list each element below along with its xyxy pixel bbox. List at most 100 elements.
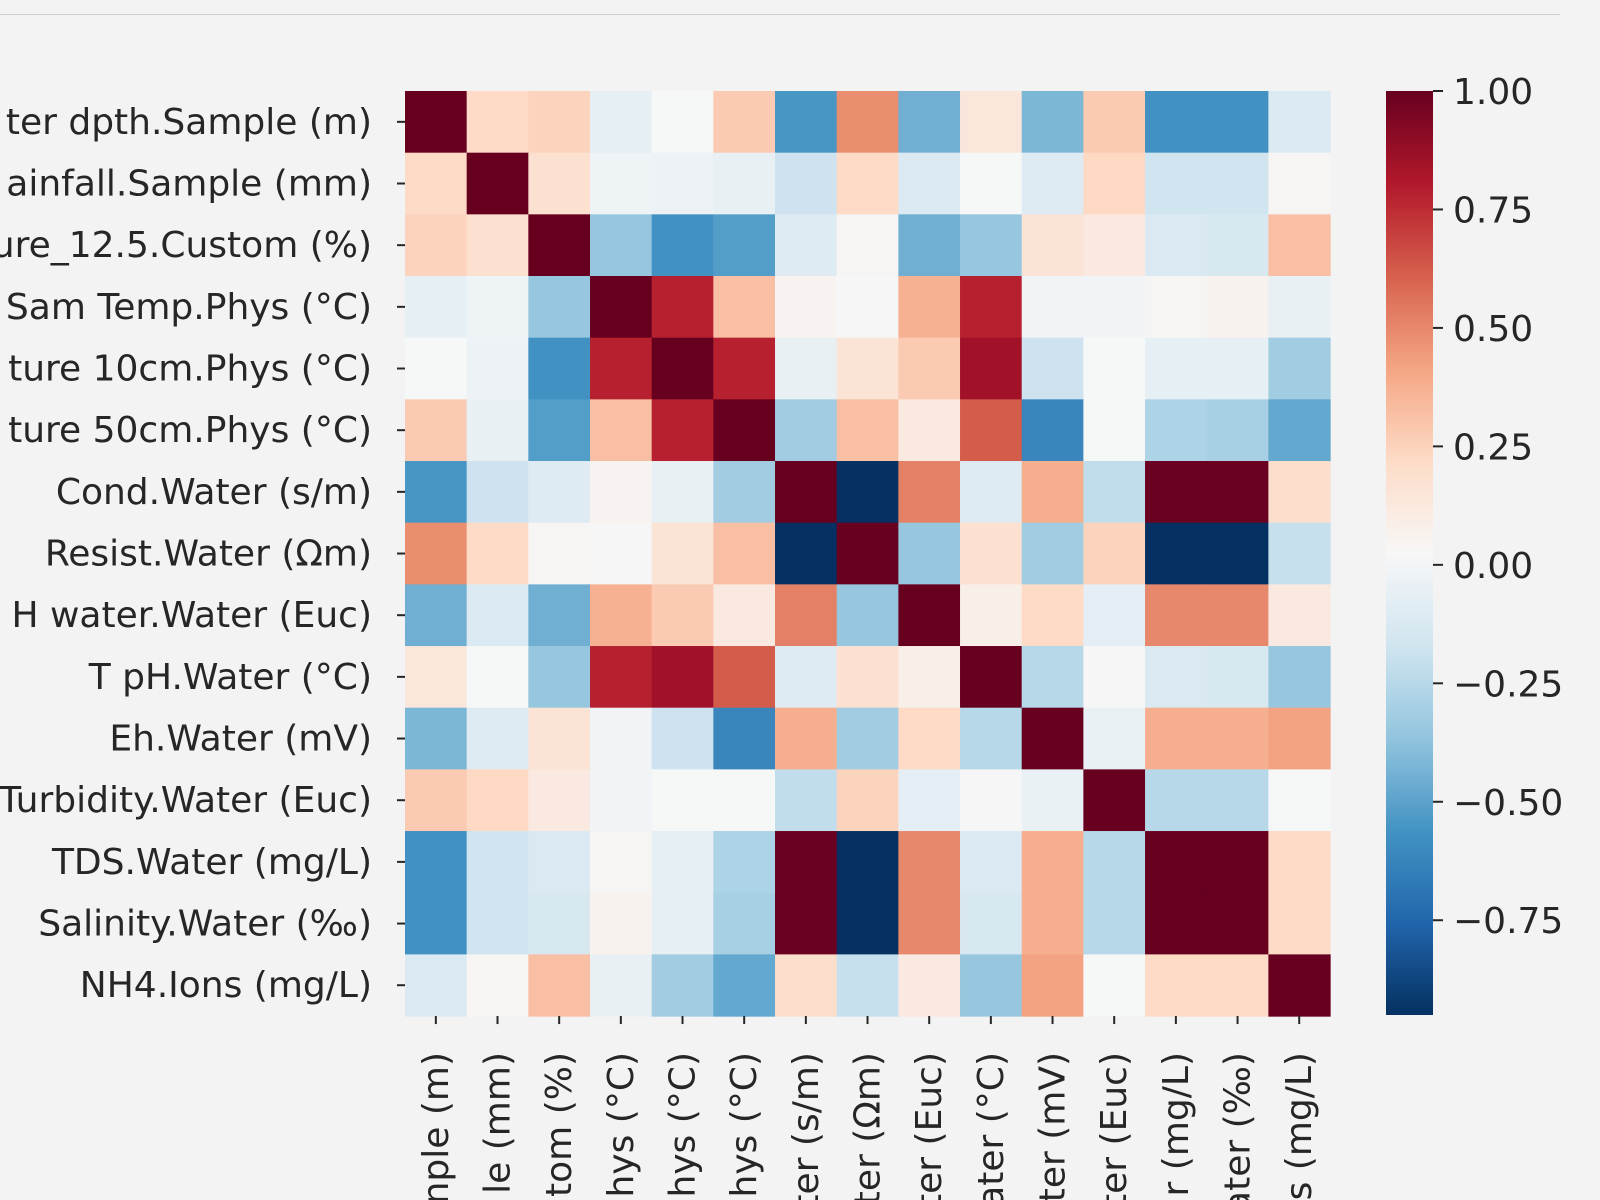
heatmap-cell-r14-c5 (713, 954, 776, 1017)
row-label: ture 50cm.Phys (°C) (8, 410, 372, 451)
heatmap-cell-r0-c14 (1268, 91, 1331, 154)
column-label: s (mg/L) (1279, 1052, 1320, 1200)
heatmap-cell-r4-c4 (651, 337, 714, 400)
heatmap-cell-r8-c2 (528, 584, 591, 647)
heatmap-cell-r4-c12 (1145, 337, 1208, 400)
heatmap-cell-r9-c7 (836, 646, 899, 709)
heatmap-cell-r9-c1 (466, 646, 529, 709)
heatmap-cell-r7-c12 (1145, 522, 1208, 585)
heatmap-cell-r5-c0 (405, 399, 468, 462)
heatmap-cell-r14-c12 (1145, 954, 1208, 1017)
heatmap-cell-r7-c3 (590, 522, 653, 585)
heatmap-cell-r9-c4 (651, 646, 714, 709)
heatmap-cell-r13-c14 (1268, 892, 1331, 955)
heatmap-cell-r4-c0 (405, 337, 468, 400)
heatmap-cell-r11-c11 (1083, 769, 1146, 832)
row-label: T pH.Water (°C) (88, 657, 372, 698)
heatmap-cell-r5-c10 (1021, 399, 1084, 462)
heatmap-cell-r11-c7 (836, 769, 899, 832)
heatmap-cell-r5-c8 (898, 399, 961, 462)
heatmap-cell-r13-c12 (1145, 892, 1208, 955)
heatmap-cell-r2-c11 (1083, 214, 1146, 277)
heatmap-cell-r2-c5 (713, 214, 776, 277)
heatmap-cell-r6-c1 (466, 461, 529, 524)
heatmap-cell-r12-c13 (1206, 831, 1269, 894)
heatmap-cell-r7-c7 (836, 522, 899, 585)
heatmap-cell-r14-c9 (960, 954, 1023, 1017)
heatmap-cell-r13-c8 (898, 892, 961, 955)
heatmap-cell-r9-c14 (1268, 646, 1331, 709)
heatmap-cell-r4-c9 (960, 337, 1023, 400)
heatmap-cell-r10-c14 (1268, 707, 1331, 770)
heatmap-cell-r0-c0 (405, 91, 468, 154)
heatmap-cells (405, 91, 1331, 1017)
row-label: ter dpth.Sample (m) (6, 102, 372, 143)
heatmap-cell-r1-c3 (590, 152, 653, 215)
heatmap-cell-r4-c13 (1206, 337, 1269, 400)
heatmap-cell-r12-c0 (405, 831, 468, 894)
heatmap-cell-r14-c3 (590, 954, 653, 1017)
heatmap-cell-r0-c3 (590, 91, 653, 154)
column-label: ater (°C) (971, 1052, 1012, 1200)
row-label: ure_12.5.Custom (%) (0, 225, 372, 266)
heatmap-cell-r4-c6 (775, 337, 838, 400)
heatmap-cell-r7-c6 (775, 522, 838, 585)
heatmap-cell-r11-c5 (713, 769, 776, 832)
heatmap-cell-r3-c4 (651, 276, 714, 339)
heatmap-cell-r14-c14 (1268, 954, 1331, 1017)
heatmap-cell-r5-c9 (960, 399, 1023, 462)
heatmap-cell-r8-c12 (1145, 584, 1208, 647)
heatmap-cell-r10-c12 (1145, 707, 1208, 770)
heatmap-cell-r9-c0 (405, 646, 468, 709)
heatmap-cell-r8-c1 (466, 584, 529, 647)
heatmap-cell-r6-c2 (528, 461, 591, 524)
heatmap-cell-r5-c4 (651, 399, 714, 462)
heatmap-cell-r0-c11 (1083, 91, 1146, 154)
heatmap-cell-r7-c1 (466, 522, 529, 585)
column-label: ter (Euc) (909, 1052, 950, 1200)
heatmap-cell-r9-c3 (590, 646, 653, 709)
heatmap-cell-r2-c7 (836, 214, 899, 277)
heatmap-cell-r13-c6 (775, 892, 838, 955)
heatmap-cell-r2-c1 (466, 214, 529, 277)
heatmap-cell-r13-c2 (528, 892, 591, 955)
heatmap-cell-r13-c3 (590, 892, 653, 955)
heatmap-cell-r7-c11 (1083, 522, 1146, 585)
heatmap-cell-r14-c8 (898, 954, 961, 1017)
heatmap-cell-r3-c11 (1083, 276, 1146, 339)
heatmap-cell-r12-c4 (651, 831, 714, 894)
heatmap-cell-r1-c10 (1021, 152, 1084, 215)
heatmap-cell-r14-c7 (836, 954, 899, 1017)
heatmap-cell-r8-c7 (836, 584, 899, 647)
colorbar-tick-label: 0.75 (1453, 190, 1533, 231)
heatmap-cell-r7-c2 (528, 522, 591, 585)
top-border-line (0, 14, 1560, 15)
heatmap-cell-r14-c4 (651, 954, 714, 1017)
heatmap-cell-r0-c12 (1145, 91, 1208, 154)
heatmap-cell-r5-c2 (528, 399, 591, 462)
row-label: Eh.Water (mV) (109, 719, 372, 760)
heatmap-cell-r13-c10 (1021, 892, 1084, 955)
heatmap-cell-r10-c7 (836, 707, 899, 770)
heatmap-cell-r6-c0 (405, 461, 468, 524)
heatmap-cell-r10-c10 (1021, 707, 1084, 770)
heatmap-cell-r6-c9 (960, 461, 1023, 524)
heatmap-cell-r1-c1 (466, 152, 529, 215)
heatmap-cell-r11-c10 (1021, 769, 1084, 832)
column-label: le (mm) (478, 1052, 519, 1194)
heatmap-cell-r9-c9 (960, 646, 1023, 709)
heatmap-cell-r12-c6 (775, 831, 838, 894)
heatmap-cell-r2-c3 (590, 214, 653, 277)
heatmap-cell-r2-c6 (775, 214, 838, 277)
heatmap-cell-r10-c3 (590, 707, 653, 770)
heatmap-cell-r6-c3 (590, 461, 653, 524)
heatmap-cell-r10-c11 (1083, 707, 1146, 770)
heatmap-cell-r10-c13 (1206, 707, 1269, 770)
heatmap-cell-r6-c7 (836, 461, 899, 524)
heatmap-cell-r7-c9 (960, 522, 1023, 585)
heatmap-cell-r9-c12 (1145, 646, 1208, 709)
colorbar-tick-label: −0.25 (1453, 664, 1563, 705)
row-label: ture 10cm.Phys (°C) (8, 349, 372, 390)
heatmap-cell-r10-c1 (466, 707, 529, 770)
